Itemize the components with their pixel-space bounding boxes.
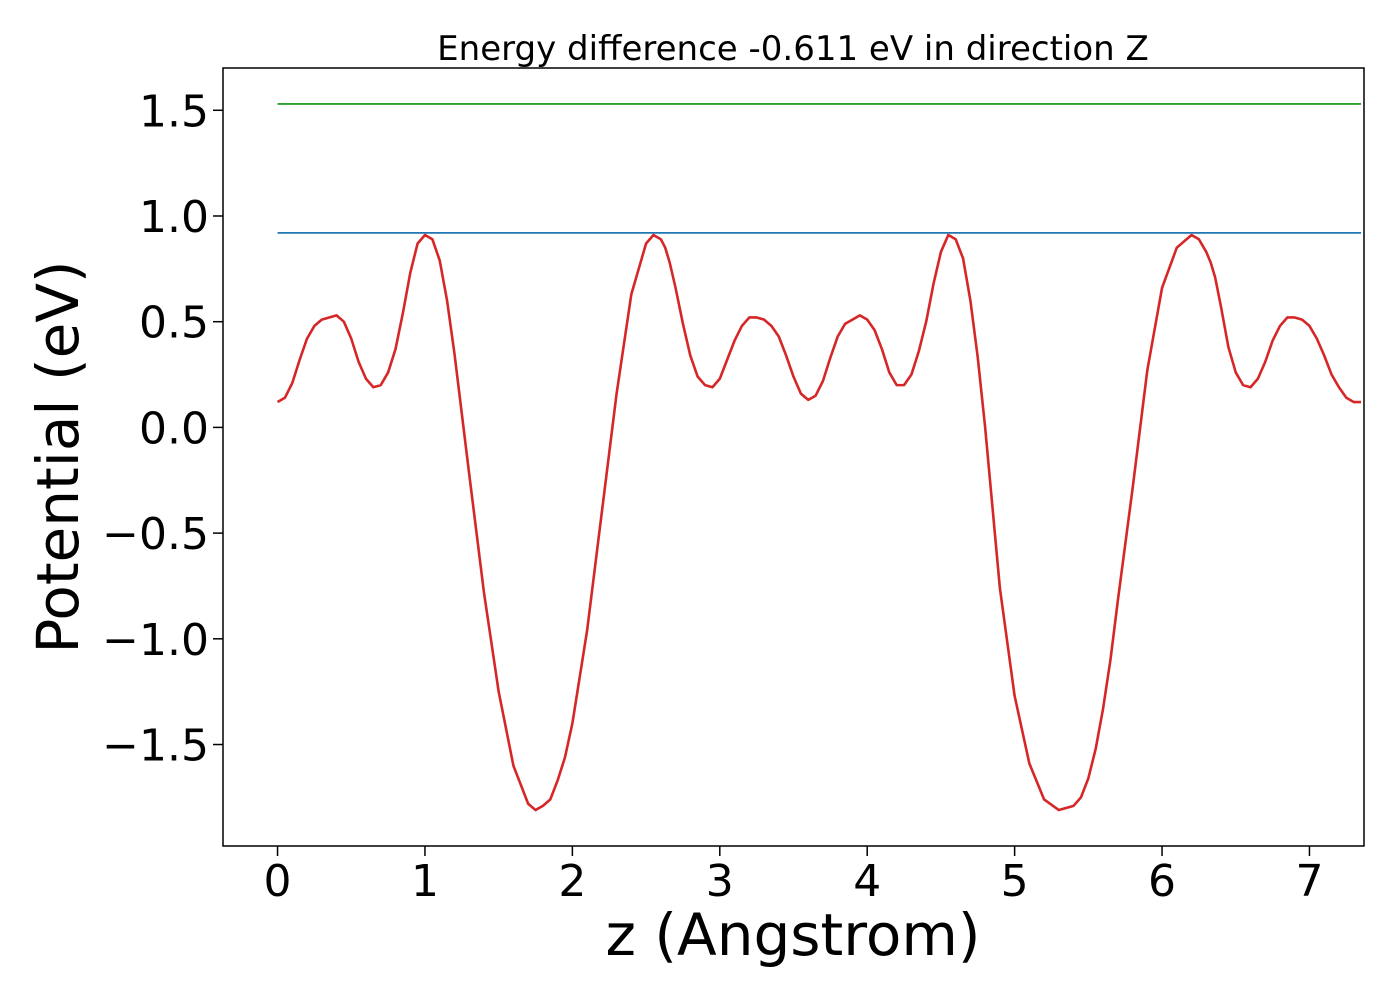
x-axis-ticks: 0 1 2 3 4 5 6 7	[264, 846, 1323, 907]
y-axis-label: Potential (eV)	[24, 260, 92, 653]
y-tick-label: 1.0	[139, 192, 209, 243]
x-tick-label: 6	[1148, 856, 1176, 907]
x-tick-label: 2	[558, 856, 586, 907]
y-tick-label: 0.5	[139, 298, 209, 349]
x-tick-label: 7	[1295, 856, 1323, 907]
x-axis-label: z (Angstrom)	[606, 901, 981, 969]
x-tick-label: 5	[1001, 856, 1029, 907]
series-line-0	[276, 233, 1362, 812]
x-tick-label: 3	[706, 856, 734, 907]
y-tick-label: −0.5	[102, 509, 209, 560]
y-axis-ticks: −1.5 −1.0 −0.5 0.0 0.5 1.0 1.5	[102, 86, 223, 772]
chart-title: Energy difference -0.611 eV in direction…	[437, 29, 1149, 69]
x-tick-label: 0	[264, 856, 292, 907]
x-tick-label: 1	[411, 856, 439, 907]
x-tick-label: 4	[853, 856, 881, 907]
y-tick-label: −1.5	[102, 721, 209, 772]
plot-frame	[222, 67, 1365, 847]
y-tick-label: −1.0	[102, 615, 209, 666]
y-tick-label: 0.0	[139, 403, 209, 454]
y-tick-label: 1.5	[139, 86, 209, 137]
